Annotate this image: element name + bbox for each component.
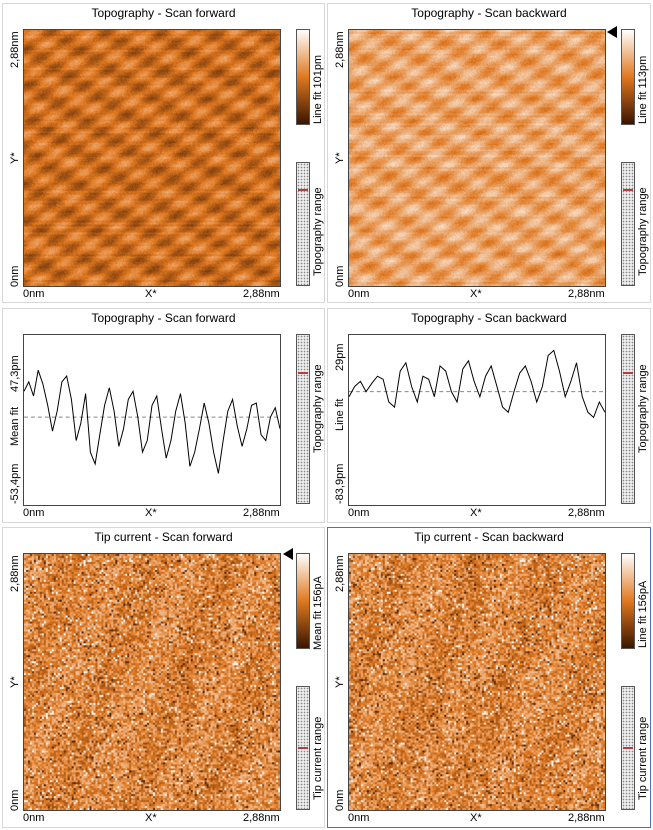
x-axis-max-label: 2,88nm: [568, 288, 605, 300]
colorbar-label: Mean fit 156pA: [312, 576, 324, 650]
panel-topography-forward[interactable]: Topography - Scan forward 2,88nm Y* 0nm …: [2, 3, 325, 303]
panel-topography-backward[interactable]: Topography - Scan backward 2,88nm Y* 0nm…: [327, 3, 651, 303]
panel-profile-forward[interactable]: Topography - Scan forward 47,3pm Mean fi…: [2, 308, 325, 523]
y-axis-title: Y*: [334, 676, 346, 688]
range-marker[interactable]: [623, 747, 633, 749]
x-axis-title: X*: [145, 812, 157, 824]
colorbar-label: Line fit 101pm: [312, 54, 324, 124]
x-axis-min-label: 0nm: [23, 507, 45, 519]
x-axis-title: X*: [145, 507, 157, 519]
panel-title: Tip current - Scan backward: [414, 530, 564, 544]
y-axis-max-label: 47,3pm: [9, 355, 21, 392]
y-axis-max-label: 2,88nm: [334, 555, 346, 592]
range-bar[interactable]: [621, 686, 635, 810]
x-axis-min-label: 0nm: [348, 812, 370, 824]
range-bar-label: Topography range: [312, 364, 324, 453]
panel-title: Topography - Scan forward: [91, 311, 236, 325]
panel-title: Topography - Scan forward: [91, 6, 236, 20]
range-marker[interactable]: [298, 372, 308, 374]
tip-current-backward-image[interactable]: [348, 553, 606, 811]
x-axis-min-label: 0nm: [348, 507, 370, 519]
y-axis-max-label: 2,88nm: [9, 555, 21, 592]
colorbar[interactable]: [296, 553, 310, 649]
y-axis-min-label: 0nm: [9, 265, 21, 287]
range-marker[interactable]: [623, 372, 633, 374]
colorbar-label: Line fit 113pm: [637, 55, 649, 124]
range-bar[interactable]: [296, 686, 310, 810]
panel-profile-backward[interactable]: Topography - Scan backward 29pm Line fit…: [327, 308, 651, 523]
profile-line: [349, 349, 605, 419]
profile-line: [24, 370, 280, 474]
x-axis-max-label: 2,88nm: [568, 812, 605, 824]
x-axis-title: X*: [470, 812, 482, 824]
range-marker[interactable]: [623, 189, 633, 191]
colorbar[interactable]: [621, 553, 635, 649]
colorbar[interactable]: [296, 29, 310, 125]
x-axis-max-label: 2,88nm: [243, 288, 280, 300]
range-marker[interactable]: [298, 189, 308, 191]
range-bar-label: Tip current range: [312, 716, 324, 800]
x-axis-max-label: 2,88nm: [568, 507, 605, 519]
y-axis-max-label: 2,88nm: [9, 31, 21, 68]
y-axis-title: Y*: [9, 152, 21, 164]
tip-current-forward-image[interactable]: [23, 553, 281, 811]
y-axis-min-label: 0nm: [9, 789, 21, 811]
range-bar-label: Topography range: [637, 364, 649, 453]
range-bar[interactable]: [621, 334, 635, 504]
topography-forward-image[interactable]: [23, 29, 281, 287]
range-bar-label: Tip current range: [637, 716, 649, 800]
line-profile-backward[interactable]: [348, 334, 606, 506]
y-axis-title: Line fit: [334, 398, 346, 431]
y-axis-min-label: 0nm: [334, 789, 346, 811]
panel-title: Tip current - Scan forward: [94, 530, 233, 544]
panel-title: Topography - Scan backward: [411, 311, 567, 325]
y-axis-min-label: -83,9pm: [334, 463, 346, 504]
x-axis-min-label: 0nm: [23, 288, 45, 300]
panel-menu-arrow-icon[interactable]: [283, 548, 293, 560]
colorbar[interactable]: [621, 29, 635, 125]
range-marker[interactable]: [298, 747, 308, 749]
x-axis-title: X*: [470, 288, 482, 300]
range-bar[interactable]: [621, 162, 635, 286]
line-profile-forward[interactable]: [23, 334, 281, 506]
range-bar-label: Topography range: [312, 187, 324, 276]
y-axis-title: Y*: [9, 676, 21, 688]
y-axis-min-label: 0nm: [334, 265, 346, 287]
panel-tip-current-forward[interactable]: Tip current - Scan forward 2,88nm Y* 0nm…: [2, 527, 325, 828]
y-axis-max-label: 2,88nm: [334, 31, 346, 68]
x-axis-title: X*: [145, 288, 157, 300]
range-bar[interactable]: [296, 162, 310, 286]
y-axis-title: Y*: [334, 152, 346, 164]
x-axis-min-label: 0nm: [23, 812, 45, 824]
y-axis-max-label: 29pm: [334, 343, 346, 371]
x-axis-min-label: 0nm: [348, 288, 370, 300]
panel-menu-arrow-icon[interactable]: [607, 26, 617, 38]
panel-title: Topography - Scan backward: [411, 6, 567, 20]
range-bar[interactable]: [296, 334, 310, 504]
x-axis-title: X*: [470, 507, 482, 519]
range-bar-label: Topography range: [637, 187, 649, 276]
colorbar-label: Line fit 156pA: [637, 580, 649, 648]
x-axis-max-label: 2,88nm: [243, 507, 280, 519]
panel-tip-current-backward[interactable]: Tip current - Scan backward 2,88nm Y* 0n…: [327, 527, 651, 828]
y-axis-title: Mean fit: [9, 406, 21, 446]
topography-backward-image[interactable]: [348, 29, 606, 287]
y-axis-min-label: -53,4pm: [9, 463, 21, 504]
x-axis-max-label: 2,88nm: [243, 812, 280, 824]
